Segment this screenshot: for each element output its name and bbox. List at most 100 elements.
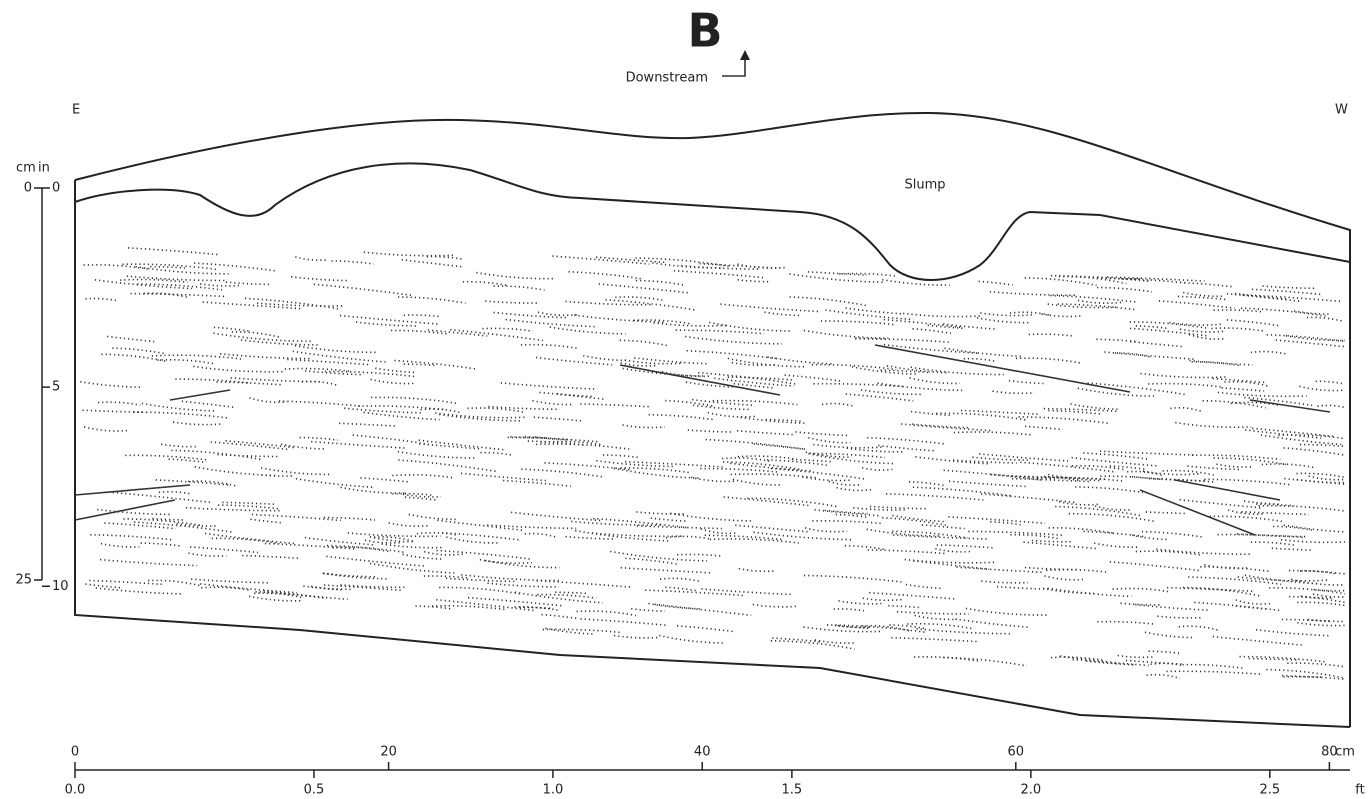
lamina bbox=[1262, 464, 1316, 468]
lamina bbox=[439, 414, 521, 420]
lamina bbox=[311, 442, 406, 449]
lamina bbox=[738, 456, 794, 459]
lamina bbox=[1249, 659, 1300, 661]
lamina bbox=[981, 494, 1077, 503]
lamina bbox=[1203, 401, 1266, 408]
lamina bbox=[419, 440, 505, 450]
lamina bbox=[839, 274, 897, 277]
lamina bbox=[944, 470, 1043, 480]
cm-tick-label: 60 bbox=[1008, 745, 1025, 760]
lamina bbox=[655, 604, 752, 615]
lamina bbox=[1071, 404, 1120, 409]
lamina bbox=[200, 584, 297, 593]
lamina bbox=[569, 272, 644, 279]
lamina bbox=[212, 538, 280, 543]
lamina bbox=[463, 282, 506, 285]
lamina bbox=[785, 375, 843, 381]
lamina bbox=[631, 609, 665, 611]
lamina bbox=[913, 329, 951, 334]
lamina bbox=[1075, 487, 1143, 493]
lamina bbox=[1307, 317, 1344, 321]
lamina bbox=[1097, 288, 1152, 292]
lamina bbox=[515, 592, 603, 603]
lamina bbox=[545, 628, 594, 634]
lamina bbox=[1188, 577, 1281, 584]
in-tick-label: 5 bbox=[52, 380, 60, 395]
lamina bbox=[1294, 311, 1330, 314]
lamina bbox=[581, 619, 668, 626]
lamina bbox=[708, 413, 757, 417]
lamina bbox=[358, 406, 445, 410]
lamina bbox=[961, 410, 1040, 414]
lamina bbox=[651, 518, 686, 521]
lamina bbox=[249, 398, 287, 402]
lamina bbox=[107, 336, 156, 341]
lamina bbox=[867, 529, 941, 536]
lamina bbox=[1044, 576, 1083, 580]
lamina bbox=[912, 424, 969, 428]
lamina bbox=[80, 382, 142, 388]
lamina bbox=[637, 526, 722, 529]
lamina bbox=[1010, 312, 1049, 315]
lamina bbox=[1136, 326, 1169, 329]
lamina bbox=[100, 560, 197, 566]
lamina bbox=[1166, 671, 1260, 674]
lamina bbox=[1104, 352, 1195, 359]
lamina bbox=[909, 482, 945, 486]
lamina bbox=[855, 339, 948, 342]
lamina bbox=[1241, 308, 1326, 316]
lamina bbox=[442, 533, 520, 540]
lamina bbox=[295, 257, 327, 260]
lamina bbox=[152, 355, 242, 359]
lamina bbox=[766, 420, 802, 422]
lamina bbox=[1025, 426, 1063, 429]
lamina bbox=[364, 252, 454, 256]
lamina bbox=[1299, 386, 1345, 390]
lamina bbox=[1175, 423, 1251, 428]
lamina bbox=[480, 453, 513, 456]
lamina bbox=[1279, 435, 1346, 439]
lamina bbox=[1083, 453, 1150, 459]
lamina bbox=[1069, 514, 1154, 522]
lamina bbox=[525, 534, 558, 538]
lamina bbox=[771, 641, 855, 649]
lamina bbox=[1284, 677, 1346, 680]
lamina bbox=[217, 382, 284, 385]
lamina bbox=[353, 435, 429, 444]
lamina bbox=[596, 257, 667, 262]
lamina bbox=[977, 318, 1030, 323]
lamina bbox=[917, 629, 1011, 634]
lamina bbox=[437, 551, 531, 560]
lamina bbox=[424, 576, 467, 578]
lamina bbox=[1159, 301, 1235, 308]
cm-unit-bottom: cm bbox=[1335, 745, 1355, 760]
lamina bbox=[993, 391, 1035, 393]
lamina bbox=[261, 468, 331, 475]
lamina bbox=[1286, 336, 1345, 341]
in-unit: in bbox=[38, 161, 50, 176]
lamina bbox=[1055, 507, 1141, 516]
lamina bbox=[566, 537, 616, 539]
lamina bbox=[374, 537, 415, 541]
ft-tick-label: 1.5 bbox=[782, 783, 803, 798]
cm-tick-label: 80 bbox=[1321, 745, 1338, 760]
lamina bbox=[416, 606, 453, 609]
lamina bbox=[1115, 353, 1151, 357]
lamina bbox=[1146, 512, 1186, 514]
lamina bbox=[853, 508, 904, 510]
lamina bbox=[1132, 535, 1170, 539]
lamina bbox=[614, 636, 658, 638]
west-label: W bbox=[1335, 103, 1348, 118]
lamina bbox=[636, 258, 732, 267]
lamina bbox=[677, 554, 723, 556]
lamina bbox=[837, 488, 873, 491]
lamina bbox=[296, 479, 375, 488]
lamina bbox=[825, 510, 868, 513]
lamina bbox=[1127, 471, 1164, 476]
lamina bbox=[839, 601, 884, 604]
lamina bbox=[738, 264, 786, 268]
lamina bbox=[1142, 532, 1204, 538]
lamina bbox=[768, 357, 833, 364]
lamina bbox=[648, 604, 702, 609]
lamina bbox=[935, 549, 970, 552]
